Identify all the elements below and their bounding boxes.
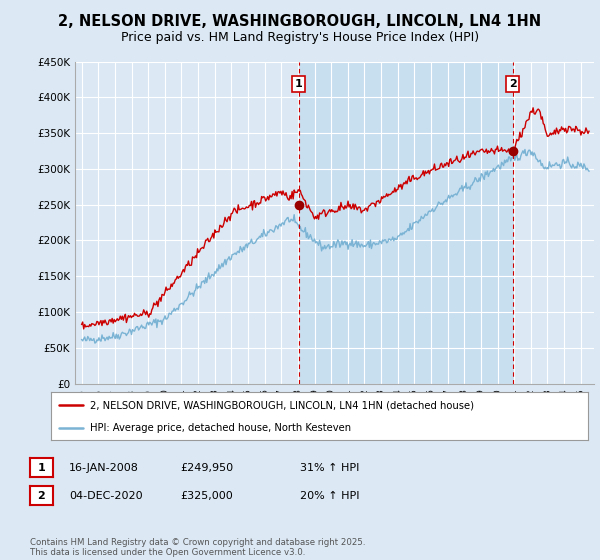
Text: 20% ↑ HPI: 20% ↑ HPI: [300, 491, 359, 501]
Text: 31% ↑ HPI: 31% ↑ HPI: [300, 463, 359, 473]
Text: 1: 1: [295, 79, 302, 89]
Text: 2: 2: [509, 79, 517, 89]
Text: 1: 1: [38, 463, 45, 473]
Text: 2, NELSON DRIVE, WASHINGBOROUGH, LINCOLN, LN4 1HN (detached house): 2, NELSON DRIVE, WASHINGBOROUGH, LINCOLN…: [89, 400, 473, 410]
Text: 16-JAN-2008: 16-JAN-2008: [69, 463, 139, 473]
Text: Price paid vs. HM Land Registry's House Price Index (HPI): Price paid vs. HM Land Registry's House …: [121, 31, 479, 44]
Text: 2, NELSON DRIVE, WASHINGBOROUGH, LINCOLN, LN4 1HN: 2, NELSON DRIVE, WASHINGBOROUGH, LINCOLN…: [58, 14, 542, 29]
Text: £249,950: £249,950: [180, 463, 233, 473]
Text: 2: 2: [38, 491, 45, 501]
Text: £325,000: £325,000: [180, 491, 233, 501]
Text: 04-DEC-2020: 04-DEC-2020: [69, 491, 143, 501]
Text: HPI: Average price, detached house, North Kesteven: HPI: Average price, detached house, Nort…: [89, 423, 351, 433]
Text: Contains HM Land Registry data © Crown copyright and database right 2025.
This d: Contains HM Land Registry data © Crown c…: [30, 538, 365, 557]
Bar: [299, 62, 513, 384]
